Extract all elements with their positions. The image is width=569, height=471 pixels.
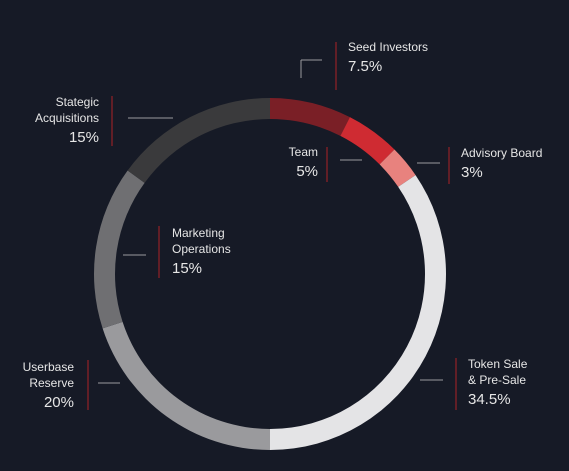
slice-marketing-operations <box>94 170 145 329</box>
slice-value-token-sale-pre-sale: 34.5% <box>468 391 511 408</box>
slice-value-stategic-acquisitions: 15% <box>69 129 99 146</box>
slice-value-advisory-board: 3% <box>461 164 483 181</box>
slice-label-stategic-acquisitions-line-2: Acquisitions <box>35 111 99 125</box>
slice-seed-investors <box>270 98 350 136</box>
slice-label-marketing-operations-line-2: Operations <box>172 242 231 256</box>
slice-label-team: Team <box>289 145 318 159</box>
slice-value-marketing-operations: 15% <box>172 260 202 277</box>
slice-label-seed-investors: Seed Investors <box>348 40 428 54</box>
slice-value-userbase-reserve: 20% <box>44 394 74 411</box>
slice-label-userbase-reserve-line-1: Userbase <box>23 360 75 374</box>
slice-label-userbase-reserve-line-2: Reserve <box>29 376 74 390</box>
slice-label-stategic-acquisitions-line-1: Stategic <box>56 95 99 109</box>
slice-label-token-sale-pre-sale-line-1: Token Sale <box>468 357 528 371</box>
slice-token-sale-pre-sale <box>270 175 447 451</box>
slice-team <box>340 117 395 165</box>
slice-label-marketing-operations-line-1: Marketing <box>172 226 225 240</box>
slice-value-team: 5% <box>296 163 318 180</box>
slice-value-seed-investors: 7.5% <box>348 58 382 75</box>
slice-label-advisory-board: Advisory Board <box>461 146 542 160</box>
slice-advisory-board <box>379 149 416 187</box>
slice-stategic-acquisitions <box>127 98 270 183</box>
slice-userbase-reserve <box>102 321 271 450</box>
slice-label-token-sale-pre-sale-line-2: & Pre-Sale <box>468 373 526 387</box>
